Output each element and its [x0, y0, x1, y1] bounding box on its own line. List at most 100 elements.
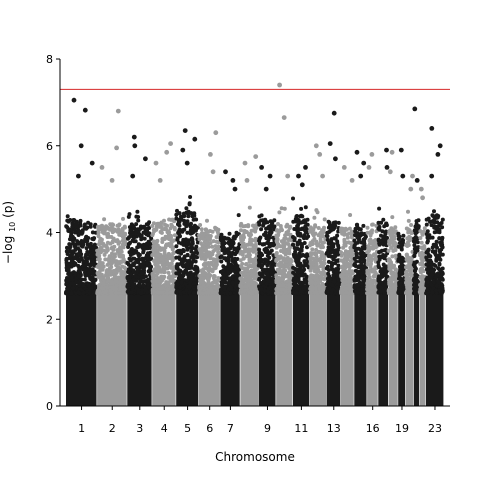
- chromosome-12-point: [310, 261, 315, 266]
- chromosome-2-point: [111, 255, 116, 260]
- chromosome-7-point: [226, 254, 231, 259]
- chromosome-8-point: [251, 249, 256, 253]
- chromosome-12-point: [314, 264, 319, 269]
- chromosome-4-point: [155, 238, 160, 243]
- chromosome-5-point: [174, 271, 179, 276]
- chromosome-15-point: [355, 255, 360, 260]
- chromosome-4-point: [169, 222, 174, 227]
- chromosome-19-point: [398, 276, 403, 281]
- chromosome-10-point: [288, 224, 293, 229]
- chromosome-11-point: [304, 274, 309, 279]
- chromosome-3-point: [141, 279, 146, 284]
- chromosome-4-point: [157, 265, 162, 270]
- chromosome-6-point: [197, 233, 202, 238]
- chromosome-8-point: [240, 261, 245, 266]
- chromosome-6-peak-point: [208, 152, 213, 157]
- chromosome-6-point: [198, 278, 203, 283]
- chromosome-14-point: [343, 254, 348, 259]
- chromosome-17-point: [381, 235, 386, 239]
- chromosome-1-peak-point: [78, 143, 84, 149]
- chromosome-12-point: [322, 257, 327, 262]
- chromosome-6-point: [205, 274, 210, 279]
- chromosome-3-point: [139, 233, 144, 238]
- chromosome-6-point: [206, 268, 211, 273]
- chromosome-15-point: [361, 278, 366, 283]
- chromosome-4-point: [165, 291, 169, 296]
- chromosome-2-point: [121, 255, 125, 260]
- chromosome-2-point: [105, 235, 110, 239]
- chromosome-5-point: [189, 277, 194, 282]
- chromosome-13-point: [330, 267, 335, 272]
- chromosome-13-point: [329, 290, 334, 295]
- chromosome-7-point: [225, 289, 230, 294]
- chromosome-6-point: [201, 236, 205, 241]
- chromosome-18-point: [388, 263, 393, 268]
- chromosome-7-point: [236, 213, 241, 218]
- chromosome-14-point: [339, 253, 344, 258]
- chromosome-6-point: [199, 268, 204, 273]
- chromosome-14-point: [349, 248, 353, 253]
- chromosome-1-point: [71, 286, 76, 291]
- chromosome-13-point: [335, 258, 340, 263]
- chromosome-7-peak-point: [230, 178, 236, 183]
- chromosome-3-point: [131, 256, 136, 261]
- chromosome-14-dense-band: [340, 284, 354, 406]
- chromosome-1-point: [90, 267, 95, 272]
- chromosome-17-point: [377, 227, 382, 232]
- chromosome-18-point: [387, 229, 392, 234]
- chromosome-17-point: [384, 223, 389, 228]
- chromosome-9-point: [267, 255, 272, 260]
- chromosome-5-point: [185, 247, 190, 252]
- chromosome-20-point: [405, 264, 410, 269]
- chromosome-1-point: [71, 250, 76, 255]
- chromosome-10-point: [279, 277, 284, 282]
- chromosome-20-point: [406, 258, 411, 263]
- chromosome-12-point: [322, 217, 327, 222]
- chromosome-4-point: [166, 270, 171, 275]
- chromosome-1-point: [72, 255, 77, 260]
- chromosome-10-point: [278, 263, 282, 268]
- chromosome-9-point: [269, 230, 274, 235]
- chromosome-1-dense-band: [66, 284, 97, 406]
- chromosome-11-point: [304, 279, 309, 284]
- chromosome-17-point: [376, 260, 381, 265]
- chromosome-1-point: [70, 278, 75, 282]
- chromosome-5-point: [186, 271, 191, 276]
- chromosome-4-point: [165, 261, 170, 266]
- chromosome-5-point: [182, 227, 187, 232]
- chromosome-1-point: [76, 274, 81, 279]
- chromosome-2-point: [97, 262, 102, 267]
- chromosome-5-point: [194, 248, 199, 253]
- chromosome-9-point: [260, 242, 265, 247]
- chromosome-5-point: [182, 255, 187, 260]
- chromosome-12-point: [318, 289, 323, 294]
- chromosome-10-point: [277, 271, 282, 275]
- chromosome-6-point: [214, 235, 219, 240]
- chromosome-9-point: [260, 268, 265, 273]
- chromosome-6-point: [198, 254, 203, 258]
- chromosome-10-point: [274, 251, 279, 255]
- chromosome-14-point: [349, 234, 354, 239]
- chromosome-2-point: [123, 231, 128, 236]
- chromosome-5-point: [175, 249, 180, 254]
- chromosome-5-point: [174, 289, 179, 294]
- chromosome-5-point: [175, 279, 180, 284]
- chromosome-19-point: [398, 287, 402, 292]
- chromosome-14-point: [339, 258, 343, 263]
- chromosome-6-peak-point: [210, 169, 216, 175]
- chromosome-14-point: [345, 235, 350, 240]
- chromosome-11-point: [293, 276, 298, 281]
- chromosome-11-peak-point: [303, 165, 308, 170]
- chromosome-10-point: [274, 258, 279, 263]
- chromosome-16-peak-point: [369, 152, 375, 157]
- chromosome-12-point: [309, 251, 313, 256]
- chromosome-17-point: [377, 224, 382, 229]
- chromosome-15-point: [355, 240, 360, 245]
- chromosome-15-dense-band: [354, 284, 367, 406]
- chromosome-3-point: [126, 267, 131, 272]
- chromosome-4-point: [172, 219, 177, 224]
- chromosome-7-point: [218, 237, 223, 242]
- chromosome-20-point: [405, 286, 410, 291]
- chromosome-6-point: [197, 237, 202, 242]
- chromosome-15-point: [361, 223, 366, 228]
